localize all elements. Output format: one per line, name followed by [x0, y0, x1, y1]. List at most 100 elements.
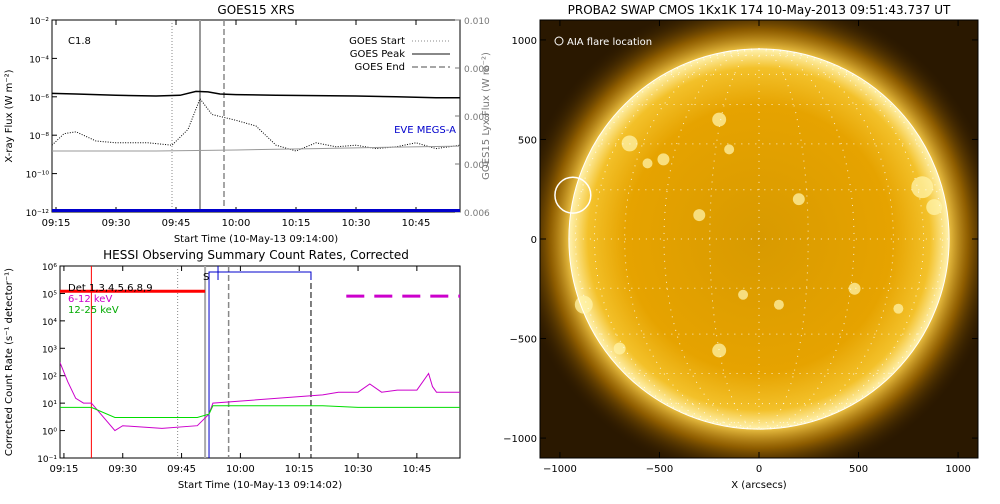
sun-disk-group	[540, 20, 978, 458]
y-tick-label-right: 0.008	[464, 113, 490, 123]
goes-title: GOES15 XRS	[217, 3, 294, 17]
y-tick-label: 10⁻⁸	[29, 132, 49, 142]
x-tick-label: 09:30	[102, 218, 131, 229]
legend-circle-icon	[554, 36, 564, 46]
hessi-panel: HESSI Observing Summary Count Rates, Cor…	[4, 248, 461, 491]
x-tick-label: 09:15	[50, 464, 79, 475]
y-tick-label-right: 0.009	[464, 65, 490, 75]
swap-x-label: X (arcsecs)	[731, 480, 787, 491]
hessi-plot-area: S	[60, 266, 460, 458]
y-tick-label: 1000	[512, 36, 537, 47]
goes-series-line	[52, 97, 460, 152]
sun-disk	[568, 48, 950, 430]
hessi-x-ticks: 09:15 09:30 09:45 10:00 10:15 10:30 10:45	[50, 266, 431, 475]
hessi-legend-label: Det 1,3,4,5,6,8,9	[68, 283, 153, 294]
y-tick-label: 10⁵	[42, 290, 57, 300]
state-label: S	[203, 272, 209, 283]
x-tick-label: 10:30	[344, 464, 373, 475]
goes-y-label-right: GOES15 Lyx Flux (W m⁻²)	[481, 52, 492, 180]
hessi-y-ticks: 10⁻¹ 10⁰ 10¹ 10² 10³ 10⁴ 10⁵ 10⁶	[37, 263, 65, 465]
y-tick-label: 10⁻⁶	[29, 94, 49, 104]
x-tick-label: 09:45	[167, 464, 196, 475]
swap-x-ticks: −1000 −500 0 500 1000	[543, 20, 971, 475]
x-tick-label: −500	[646, 464, 673, 475]
active-region	[712, 112, 727, 127]
x-tick-label: 10:45	[402, 464, 431, 475]
saa-box	[208, 271, 312, 458]
y-tick-label: 500	[518, 135, 537, 146]
x-tick-label: 0	[756, 464, 762, 475]
y-tick-label: 10⁻¹²	[26, 209, 50, 219]
y-tick-label: 10²	[42, 373, 57, 383]
grid-meridian	[758, 48, 943, 430]
y-tick-label: −1000	[503, 434, 537, 445]
grid-meridian	[575, 48, 760, 430]
active-region	[574, 295, 593, 314]
goes-annotation: C1.8	[68, 36, 91, 47]
active-region	[724, 144, 735, 155]
y-tick-label: 10⁻²	[29, 17, 49, 27]
active-region	[792, 193, 805, 206]
y-tick-label: −500	[510, 335, 537, 346]
swap-panel: PROBA2 SWAP CMOS 1Kx1K 174 10-May-2013 0…	[503, 3, 979, 491]
hessi-axes-frame	[59, 265, 461, 459]
x-tick-label: 09:45	[162, 218, 191, 229]
goes-legend: GOES Start GOES Peak GOES End	[349, 36, 450, 73]
active-region	[642, 158, 653, 169]
x-tick-label: 09:30	[108, 464, 137, 475]
goes-plot-area	[52, 20, 460, 212]
active-region	[848, 282, 861, 295]
y-tick-label: 10⁶	[42, 263, 57, 273]
goes-x-label: Start Time (10-May-13 09:14:00)	[174, 234, 338, 245]
hessi-y-label: Corrected Count Rate (s⁻¹ detector⁻¹)	[4, 268, 15, 456]
active-region	[738, 289, 749, 300]
hessi-legend-label: 12-25 keV	[68, 305, 119, 316]
y-tick-label: 10⁻¹⁰	[26, 171, 50, 181]
active-region	[926, 199, 943, 216]
active-region	[773, 299, 784, 310]
x-tick-label: 1000	[945, 464, 970, 475]
x-tick-label: 10:45	[402, 218, 431, 229]
y-tick-label: 10⁰	[42, 428, 57, 438]
active-region	[911, 176, 934, 199]
y-tick-label-right: 0.006	[464, 209, 490, 219]
x-tick-label: 10:30	[342, 218, 371, 229]
active-region	[693, 209, 706, 222]
hessi-legend-label: 6-12 keV	[68, 294, 112, 305]
flare-location-circle	[554, 176, 592, 214]
goes-panel: GOES15 XRS 09:15 09:30 09:45 10:00 10:15 10:3…	[4, 3, 492, 245]
y-tick-label: 10³	[42, 345, 57, 355]
swap-legend-label: AIA flare location	[567, 37, 652, 48]
y-tick-label: 10⁴	[42, 318, 57, 328]
eve-megs-label: EVE MEGS-A	[394, 125, 456, 136]
y-tick-label: 10⁻⁴	[29, 55, 49, 65]
swap-image	[540, 20, 978, 458]
goes-legend-label: GOES Peak	[350, 49, 405, 60]
hessi-x-label: Start Time (10-May-13 09:14:02)	[178, 480, 342, 491]
hessi-series-line	[60, 362, 460, 432]
x-tick-label: 10:15	[285, 464, 314, 475]
swap-title: PROBA2 SWAP CMOS 1Kx1K 174 10-May-2013 0…	[568, 3, 951, 17]
y-tick-label-right: 0.007	[464, 161, 490, 171]
hessi-title: HESSI Observing Summary Count Rates, Cor…	[103, 248, 409, 262]
x-tick-label: 500	[849, 464, 868, 475]
y-tick-label: 0	[531, 235, 537, 246]
x-tick-label: 10:15	[282, 218, 311, 229]
y-tick-label: 10⁻¹	[37, 455, 57, 465]
hessi-series-line	[60, 405, 460, 418]
goes-series-line	[52, 145, 460, 152]
active-region	[712, 343, 727, 358]
active-region	[613, 342, 626, 355]
x-tick-label: 10:00	[222, 218, 251, 229]
x-tick-label: 09:15	[42, 218, 71, 229]
goes-legend-label: GOES End	[355, 62, 405, 73]
x-tick-label: −1000	[543, 464, 577, 475]
active-region	[893, 303, 904, 314]
active-region	[657, 153, 670, 166]
goes-legend-label: GOES Start	[349, 36, 405, 47]
goes-series-line	[52, 90, 460, 99]
goes-y-label: X-ray Flux (W m⁻²)	[4, 69, 15, 162]
